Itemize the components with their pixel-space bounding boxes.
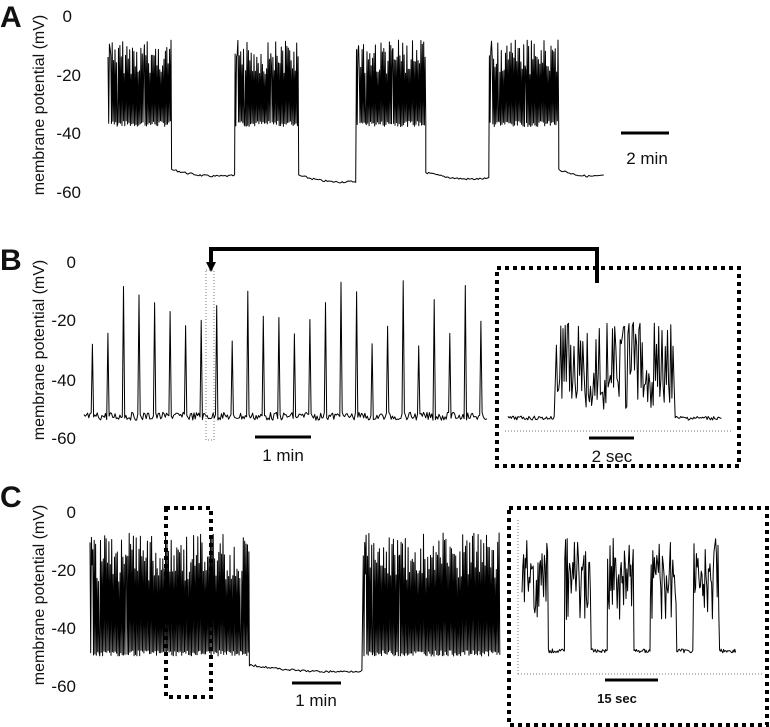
panel-c-letter: C <box>0 481 22 514</box>
panel-a-scale-bar-label: 2 min <box>626 149 668 168</box>
panel-c-ytick-3: -60 <box>51 677 76 696</box>
panel-b-y-axis-label: membrane potential (mV) <box>31 260 48 441</box>
panel-b-ytick-2: -40 <box>51 371 76 390</box>
panel-c-voltage-trace <box>89 532 501 673</box>
panel-b-ytick-3: -60 <box>51 429 76 448</box>
panel-a: A 0 -20 -40 -60 membrane potential (mV) … <box>0 1 669 202</box>
panel-c: C 0 -20 -40 -60 membrane potential (mV) … <box>0 481 769 727</box>
panel-c-ytick-2: -40 <box>51 619 76 638</box>
panel-c-ytick-1: -20 <box>51 561 76 580</box>
panel-a-ytick-0: 0 <box>63 7 72 26</box>
panel-c-scale-bar-label: 1 min <box>295 691 337 710</box>
panel-b-inset-frame <box>495 266 741 468</box>
panel-b-ytick-0: 0 <box>67 253 76 272</box>
panel-b-ytick-1: -20 <box>51 311 76 330</box>
panel-b: B 0 -20 -40 -60 membrane potential (mV) … <box>0 244 741 468</box>
panel-c-inset-scale-bar-label: 15 sec <box>597 691 637 706</box>
panel-b-voltage-trace <box>83 280 488 421</box>
panel-c-inset-trace <box>521 538 737 654</box>
panel-c-selection-box <box>164 506 213 699</box>
panel-a-ytick-2: -40 <box>56 124 81 143</box>
panel-c-inset-frame <box>507 506 769 727</box>
panel-a-letter: A <box>0 1 22 34</box>
panel-a-voltage-trace <box>107 39 604 184</box>
panel-b-arrow-head <box>206 262 216 272</box>
panel-a-ytick-1: -20 <box>56 66 81 85</box>
panel-b-scale-bar-label: 1 min <box>262 446 304 465</box>
panel-b-inset-scale-bar-label: 2 sec <box>592 447 633 466</box>
panel-a-ytick-3: -60 <box>56 183 81 202</box>
panel-c-ytick-0: 0 <box>67 503 76 522</box>
panel-b-letter: B <box>0 244 22 277</box>
panel-c-y-axis-label: membrane potential (mV) <box>31 505 48 686</box>
panel-a-y-axis-label: membrane potential (mV) <box>31 15 48 196</box>
panel-b-inset-trace <box>507 322 722 421</box>
